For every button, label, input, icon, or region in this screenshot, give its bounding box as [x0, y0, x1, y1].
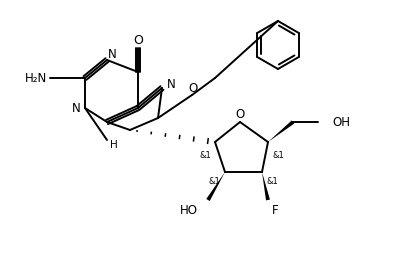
Text: &1: &1: [266, 177, 278, 187]
Text: &1: &1: [199, 151, 211, 159]
Text: HO: HO: [180, 205, 198, 218]
Text: O: O: [133, 35, 143, 48]
Text: F: F: [272, 205, 278, 218]
Text: &1: &1: [272, 151, 284, 159]
Text: OH: OH: [332, 115, 350, 129]
Polygon shape: [206, 172, 225, 201]
Text: &1: &1: [208, 177, 220, 187]
Text: H: H: [110, 140, 118, 150]
Text: O: O: [235, 108, 244, 121]
Polygon shape: [268, 120, 294, 142]
Text: O: O: [188, 81, 198, 94]
Text: N: N: [167, 78, 176, 91]
Polygon shape: [262, 172, 270, 200]
Text: H₂N: H₂N: [25, 71, 47, 84]
Text: N: N: [108, 48, 117, 61]
Text: N: N: [72, 102, 81, 115]
